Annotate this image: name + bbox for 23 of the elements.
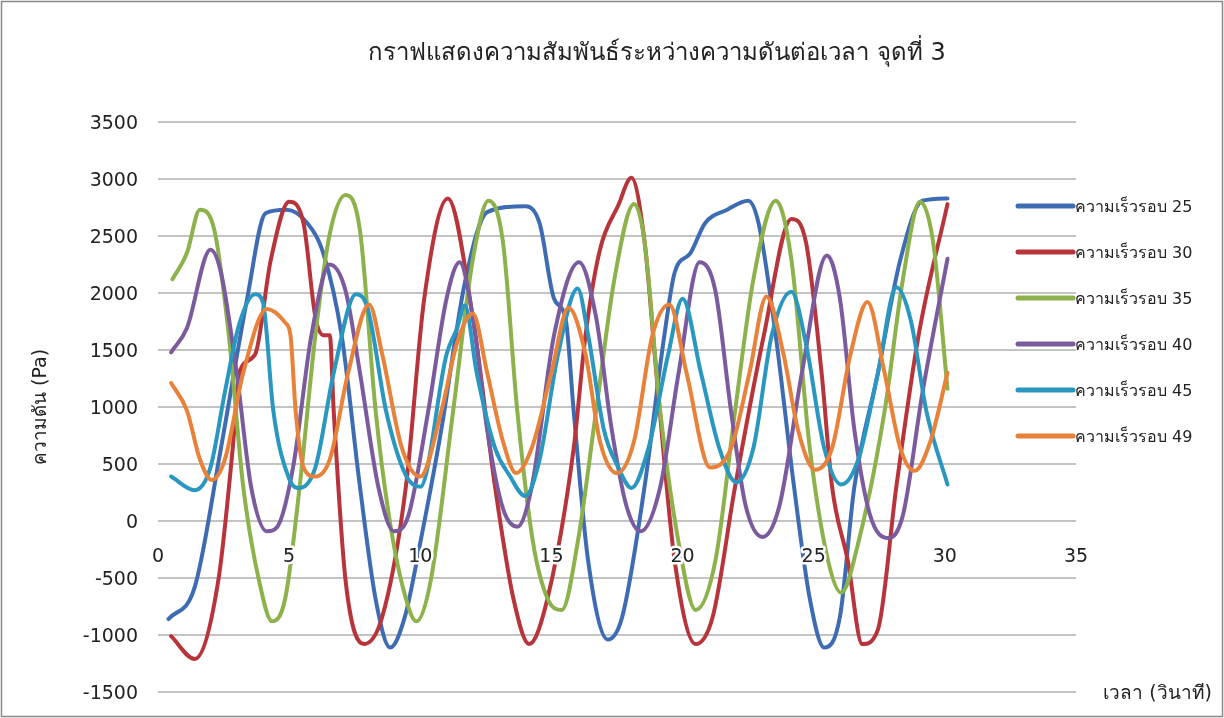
y-tick-label: 2000 (89, 282, 138, 304)
x-tick-label: 0 (151, 544, 165, 566)
y-tick-label: 2500 (89, 225, 138, 247)
x-tick-label: 30 (932, 544, 957, 566)
legend-label: ความเร็วรอบ 40 (1075, 334, 1193, 354)
y-tick-label: 1000 (89, 396, 138, 418)
y-tick-label: 1500 (89, 339, 138, 361)
x-axis-title: เวลา (วินาที) (1103, 681, 1212, 703)
x-tick-label: 35 (1063, 544, 1089, 566)
y-axis-title: ความดัน (Pa) (28, 348, 50, 466)
legend-label: ความเร็วรอบ 30 (1075, 242, 1193, 262)
y-tick-label: 500 (101, 453, 138, 475)
y-tick-label: -500 (94, 567, 138, 589)
chart-title: กราฟแสดงความสัมพันธ์ระหว่างความดันต่อเวลา จุดที่ 3 (368, 35, 946, 67)
y-tick-label: 3500 (89, 111, 138, 133)
legend-label: ความเร็วรอบ 49 (1075, 426, 1193, 446)
y-tick-label: 0 (125, 510, 138, 532)
y-tick-label: -1500 (82, 681, 138, 703)
y-tick-label: 3000 (89, 168, 138, 190)
y-tick-label: -1000 (82, 624, 138, 646)
legend-label: ความเร็วรอบ 35 (1075, 288, 1193, 308)
legend-label: ความเร็วรอบ 25 (1075, 196, 1193, 216)
legend-label: ความเร็วรอบ 45 (1075, 380, 1193, 400)
